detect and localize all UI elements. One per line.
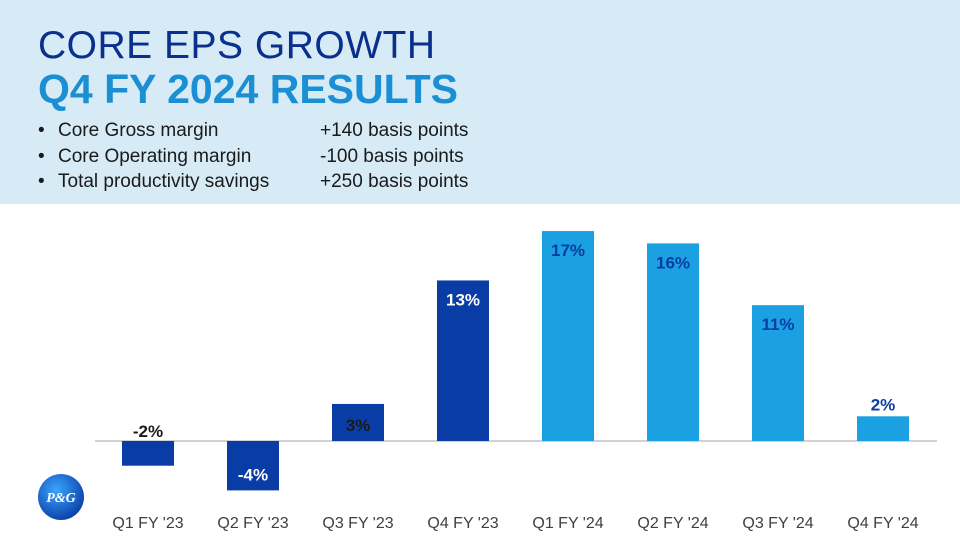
- highlight-label: Total productivity savings: [58, 171, 270, 192]
- data-label-7: 11%: [761, 315, 794, 334]
- category-label-4: Q4 FY '23: [427, 515, 498, 532]
- bar-8: [857, 416, 909, 441]
- category-label-2: Q2 FY '23: [217, 515, 288, 532]
- data-label-2: -4%: [238, 465, 268, 484]
- bar-4: [437, 280, 489, 441]
- data-label-1: -2%: [133, 422, 163, 441]
- bullet-icon: •: [38, 120, 45, 141]
- data-label-6: 16%: [656, 253, 690, 272]
- data-label-3: 3%: [346, 416, 371, 435]
- bullet-icon: •: [38, 145, 45, 167]
- category-label-3: Q3 FY '23: [322, 515, 393, 532]
- logo-text: P&G: [46, 491, 76, 506]
- page-subtitle: Q4 FY 2024 RESULTS: [38, 66, 459, 112]
- category-label-8: Q4 FY '24: [847, 515, 918, 532]
- page-title: CORE EPS GROWTH: [38, 24, 436, 67]
- data-label-4: 13%: [446, 290, 480, 309]
- data-label-8: 2%: [871, 395, 896, 414]
- pg-logo-icon: P&G: [38, 474, 84, 520]
- bar-1: [122, 441, 174, 466]
- bar-6: [647, 243, 699, 441]
- highlight-label: Core Gross margin: [58, 120, 219, 141]
- highlight-value: +250 basis points: [320, 171, 469, 192]
- category-label-7: Q3 FY '24: [742, 515, 813, 532]
- category-label-1: Q1 FY '23: [112, 515, 183, 532]
- bullet-icon: •: [38, 171, 45, 192]
- data-label-5: 17%: [551, 241, 585, 260]
- header-band: CORE EPS GROWTH Q4 FY 2024 RESULTS • Cor…: [0, 0, 960, 204]
- bar-5: [542, 231, 594, 441]
- bar-3: [332, 403, 384, 441]
- category-label-6: Q2 FY '24: [637, 515, 708, 532]
- highlight-value: -100 basis points: [320, 145, 464, 167]
- bar-2: [227, 441, 279, 491]
- bar-7: [752, 305, 804, 441]
- highlight-label: Core Operating margin: [58, 145, 252, 167]
- category-label-5: Q1 FY '24: [532, 515, 603, 532]
- highlight-value: +140 basis points: [320, 120, 469, 141]
